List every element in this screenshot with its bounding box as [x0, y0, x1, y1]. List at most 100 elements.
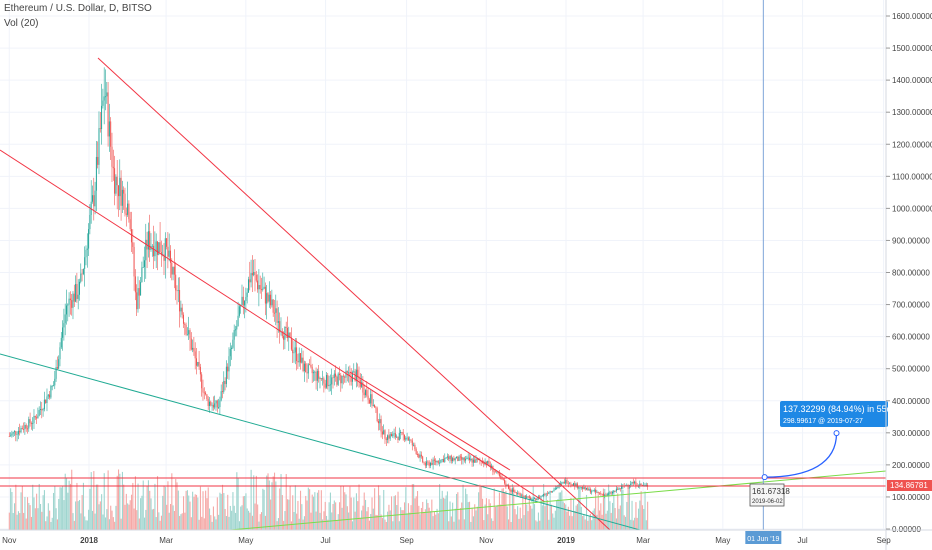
candle-body [502, 479, 504, 481]
volume-bar [173, 510, 175, 530]
candle-body [520, 495, 522, 497]
volume-bar [172, 505, 174, 530]
volume-bar [527, 511, 529, 530]
volume-bar [366, 511, 368, 530]
x-tick-label: Sep [876, 536, 891, 545]
candle-body [444, 458, 446, 462]
price-axis[interactable]: 1600.00000 1500.00000 1400.00000 1300.00000… [885, 0, 932, 550]
candle-body [598, 492, 600, 494]
candle-body [322, 378, 324, 380]
volume-bar [353, 497, 355, 530]
volume-bar [205, 490, 207, 530]
candle-body [454, 458, 456, 461]
volume-bar [55, 508, 57, 530]
volume-bar [380, 514, 382, 530]
time-axis[interactable]: Nov 2018 Mar May Jul Sep Nov 2019 Mar May Jul Sep 01… [0, 529, 932, 545]
candle-body [149, 231, 151, 250]
volume-bar [498, 492, 500, 530]
candle-body [641, 484, 643, 486]
volume-bar [47, 503, 49, 530]
candle-body [400, 431, 402, 434]
candle-body [614, 490, 616, 492]
volume-bar [400, 507, 402, 530]
candle-body [592, 490, 594, 492]
volume-bar [281, 495, 283, 530]
candle-body [194, 351, 196, 359]
volume-bar [234, 512, 237, 530]
y-tick-label: 300.00000 [892, 429, 930, 438]
volume-bar [320, 490, 322, 530]
value-tooltip-box [749, 483, 785, 507]
volume-bar [574, 510, 576, 530]
volume-bar [201, 516, 203, 530]
candle-body [318, 370, 320, 379]
volume-bar [394, 495, 396, 530]
volume-bar [63, 500, 65, 530]
volume-bar [554, 510, 556, 530]
candle-body [513, 489, 515, 492]
candle-body [611, 491, 613, 494]
volume-bar [318, 490, 320, 530]
volume-bar [600, 503, 602, 530]
volume-bar [563, 503, 565, 530]
volume-bar [62, 486, 64, 530]
volume-bar [478, 492, 480, 530]
volume-bar [349, 486, 351, 530]
volume-bar [145, 509, 147, 530]
candle-body [569, 483, 571, 485]
candle-body [485, 461, 487, 464]
candle-body [409, 439, 411, 441]
volume-bar [531, 508, 533, 530]
volume-bar [402, 510, 404, 530]
volume-bar [58, 498, 60, 530]
candle-body [420, 454, 422, 457]
candle-body [526, 496, 528, 498]
candle-body [372, 404, 374, 406]
volume-bar [206, 498, 208, 530]
candle-body [410, 439, 412, 441]
candle-body [441, 459, 443, 460]
candle-body [124, 193, 126, 214]
volume-bar [153, 508, 155, 530]
volume-bar [500, 504, 502, 530]
volume-bar [333, 500, 335, 530]
candle-body [145, 239, 147, 261]
candle-body [262, 288, 264, 291]
candle-body [532, 498, 534, 500]
volume-bar [398, 521, 400, 530]
volume-bar [277, 518, 279, 530]
volume-bar [13, 503, 16, 530]
candle-body [493, 471, 495, 473]
volume-bar [232, 492, 234, 530]
volume-bar [192, 491, 194, 530]
volume-bar [552, 513, 554, 530]
volume-bar [338, 502, 341, 530]
candle-body [595, 490, 597, 493]
candle-body [197, 361, 199, 366]
candle-body [65, 305, 67, 315]
volume-bar [591, 520, 593, 530]
volume-bar [530, 505, 532, 530]
volume-bar [117, 469, 120, 530]
candle-body [575, 483, 577, 487]
candle-body [320, 378, 322, 380]
volume-bar [621, 485, 623, 530]
trend-lines[interactable] [0, 57, 887, 531]
volume-bar [393, 496, 395, 530]
candle-body [582, 486, 584, 490]
volume-bar [301, 504, 303, 530]
candle-body [401, 431, 403, 433]
x-tick-label: Nov [479, 536, 493, 545]
volume-bar [582, 515, 584, 530]
candle-body [458, 456, 460, 461]
candle-body [403, 434, 405, 440]
volume-bar [461, 502, 463, 530]
candle-body [253, 272, 255, 276]
volume-bar [336, 520, 338, 530]
volume-bar [130, 494, 133, 530]
candle-body [507, 484, 509, 489]
volume-bar [491, 518, 493, 530]
volume-bar [163, 485, 165, 530]
volume-bar [246, 508, 248, 530]
